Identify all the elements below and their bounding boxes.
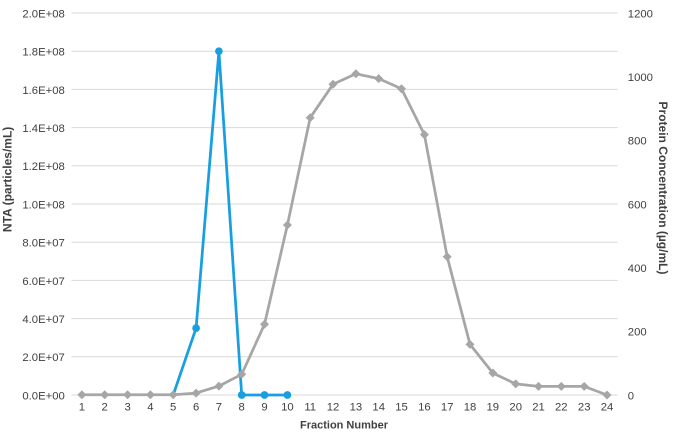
svg-text:4: 4 (147, 402, 153, 414)
svg-text:800: 800 (628, 136, 647, 148)
svg-text:2.0E+07: 2.0E+07 (22, 352, 64, 364)
svg-text:1200: 1200 (628, 8, 653, 20)
svg-text:17: 17 (441, 402, 454, 414)
svg-text:11: 11 (304, 402, 316, 414)
svg-text:0: 0 (628, 390, 634, 402)
svg-text:Protein Concentration (µg/mL): Protein Concentration (µg/mL) (656, 102, 670, 275)
svg-text:Fraction Number: Fraction Number (300, 419, 389, 431)
svg-text:400: 400 (628, 263, 647, 275)
svg-text:8.0E+07: 8.0E+07 (22, 238, 64, 250)
svg-text:1.0E+08: 1.0E+08 (22, 199, 64, 211)
svg-text:15: 15 (395, 402, 408, 414)
svg-text:6: 6 (193, 402, 199, 414)
svg-text:1: 1 (79, 402, 85, 414)
svg-text:13: 13 (350, 402, 363, 414)
svg-text:14: 14 (372, 402, 385, 414)
svg-text:7: 7 (216, 402, 222, 414)
svg-text:6.0E+07: 6.0E+07 (22, 276, 64, 288)
svg-text:2: 2 (102, 402, 108, 414)
svg-text:23: 23 (578, 402, 591, 414)
svg-text:12: 12 (327, 402, 340, 414)
svg-text:18: 18 (464, 402, 477, 414)
svg-text:1.8E+08: 1.8E+08 (22, 47, 64, 59)
svg-text:5: 5 (170, 402, 176, 414)
svg-text:600: 600 (628, 199, 647, 211)
svg-text:3: 3 (124, 402, 130, 414)
svg-text:1000: 1000 (628, 72, 653, 84)
svg-text:19: 19 (487, 402, 500, 414)
svg-text:20: 20 (509, 402, 522, 414)
svg-text:1.2E+08: 1.2E+08 (22, 161, 64, 173)
svg-text:1.6E+08: 1.6E+08 (22, 85, 64, 97)
svg-text:10: 10 (281, 402, 294, 414)
svg-text:24: 24 (601, 402, 614, 414)
svg-text:NTA (particles/mL): NTA (particles/mL) (1, 127, 15, 232)
svg-text:9: 9 (261, 402, 267, 414)
svg-text:200: 200 (628, 327, 647, 339)
svg-text:21: 21 (532, 402, 545, 414)
svg-text:1.4E+08: 1.4E+08 (22, 123, 64, 135)
svg-text:16: 16 (418, 402, 431, 414)
svg-text:2.0E+08: 2.0E+08 (22, 8, 64, 20)
svg-text:22: 22 (555, 402, 568, 414)
svg-text:8: 8 (239, 402, 245, 414)
svg-text:0.0E+00: 0.0E+00 (22, 390, 64, 402)
svg-text:4.0E+07: 4.0E+07 (22, 314, 64, 326)
